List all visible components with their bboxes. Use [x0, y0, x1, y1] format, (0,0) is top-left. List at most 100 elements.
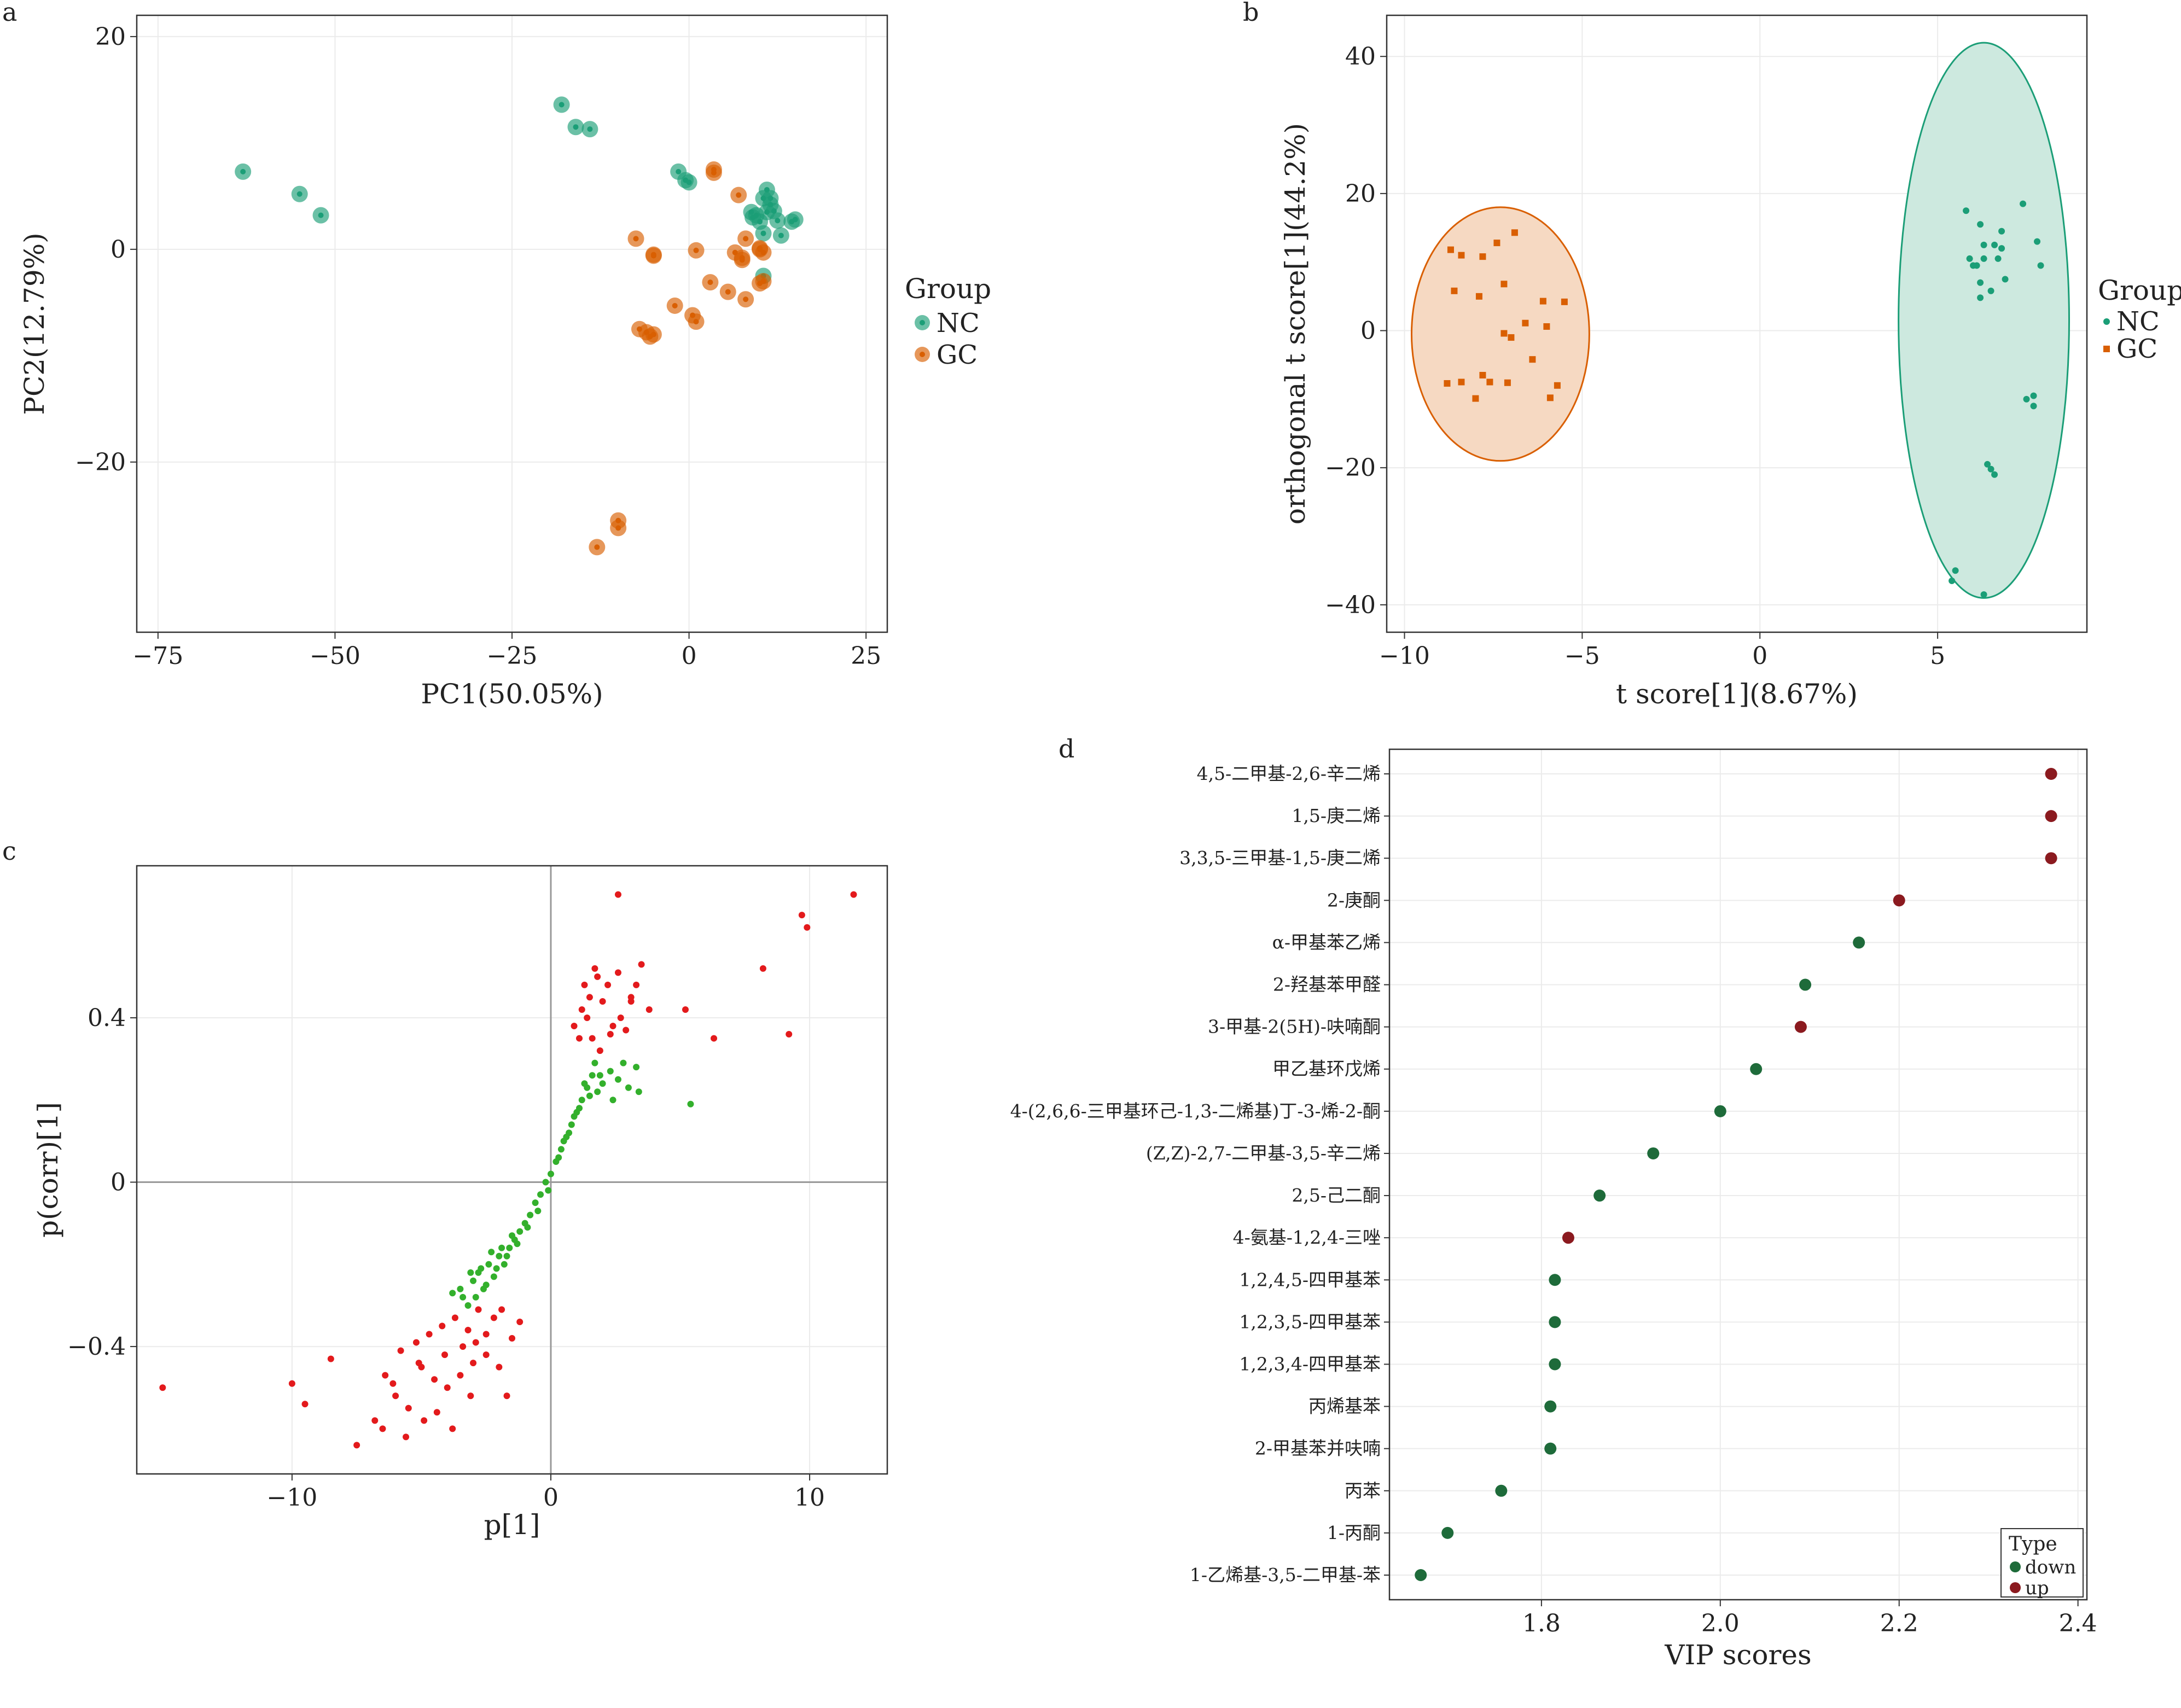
panel-a-x-axis-title: PC1(50.05%) — [421, 678, 603, 710]
panel-c-point-green — [509, 1232, 515, 1239]
panel-c-point-red — [470, 1360, 477, 1367]
panel-c-point-red — [379, 1425, 386, 1432]
panel-c-point-red — [464, 1327, 472, 1334]
panel-c-point-green — [566, 1129, 573, 1136]
panel-c-y-tick-label: 0.4 — [88, 1004, 126, 1032]
panel-a-y-axis-title: PC2(12.79%) — [19, 232, 50, 415]
panel-c-point-red — [405, 1404, 412, 1412]
panel-d-plot-background — [1389, 749, 2087, 1600]
panel-c-point-green — [578, 1097, 585, 1104]
panel-d-compound-label: 1,2,4,5-四甲基苯 — [1239, 1269, 1381, 1290]
panel-b-confidence-ellipse-nc — [1898, 42, 2071, 599]
panel-d-compound-label: 1,5-庚二烯 — [1292, 805, 1381, 826]
panel-c-point-green — [625, 1084, 632, 1091]
panel-a-point-core-nc — [240, 168, 246, 174]
panel-b-point-gc — [1543, 323, 1550, 330]
panel-b-point-nc — [1998, 228, 2005, 235]
panel-b-point-nc — [1966, 255, 1973, 262]
panel-c-point-red — [433, 1409, 440, 1416]
panel-d-vip-point-down — [1593, 1190, 1606, 1202]
panel-b-y-tick-label: −40 — [1325, 591, 1376, 619]
panel-b-point-nc — [1970, 262, 1977, 269]
panel-c-point-green — [594, 1088, 601, 1095]
panel-a-point-core-nc — [767, 195, 773, 201]
panel-b-point-nc — [1977, 221, 1984, 228]
panel-a-point-core-nc — [748, 209, 754, 215]
panel-c-point-green — [472, 1293, 479, 1301]
panel-c-point-green — [576, 1105, 583, 1112]
panel-c-point-red — [439, 1322, 446, 1330]
panel-b-x-axis-title: t score[1](8.67%) — [1616, 678, 1858, 710]
panel-b-point-gc — [1500, 330, 1508, 337]
panel-c-point-green — [503, 1252, 510, 1260]
panel-c-point-green — [467, 1269, 474, 1276]
panel-d-compound-label: 4-氨基-1,2,4-三唑 — [1233, 1227, 1381, 1248]
panel-b-point-nc — [2037, 262, 2044, 269]
panel-c-point-green — [633, 1064, 640, 1071]
panel-b-point-gc — [1447, 246, 1454, 253]
panel-a-x-tick-label: −50 — [310, 642, 360, 670]
panel-a-point-core-nc — [778, 232, 784, 238]
panel-c-point-green — [478, 1265, 485, 1272]
panel-c-point-red — [607, 1031, 614, 1038]
panel-c-point-green — [542, 1179, 549, 1186]
panel-d-compound-label: 3,3,5-三甲基-1,5-庚二烯 — [1179, 847, 1381, 868]
panel-c-point-red — [421, 1417, 428, 1424]
panel-c-point-red — [591, 965, 598, 972]
panel-a-point-core-gc — [693, 319, 699, 325]
panel-d-x-tick-label: 1.8 — [1522, 1610, 1561, 1637]
panel-d-vip-point-down — [1544, 1442, 1557, 1455]
panel-b-legend-key-gc — [2103, 346, 2110, 352]
panel-c-point-green — [568, 1121, 575, 1128]
panel-c-plot-background — [137, 866, 887, 1474]
panel-a-plot-border — [136, 14, 888, 633]
panel-a-point-core-nc — [792, 217, 798, 223]
panel-d-vip-point-down — [1544, 1400, 1557, 1413]
panel-c-point-red — [382, 1372, 389, 1379]
panel-b-y-tick-label: −20 — [1325, 454, 1376, 482]
panel-c-point-red — [327, 1355, 334, 1362]
panel-d-x-tick-label: 2.0 — [1701, 1610, 1740, 1637]
panel-d-compound-label: 3-甲基-2(5H)-呋喃酮 — [1208, 1016, 1381, 1037]
panel-a-x-tick-label: 0 — [682, 642, 697, 670]
panel-b-point-gc — [1508, 334, 1515, 341]
panel-c-x-axis-title: p[1] — [484, 1509, 540, 1541]
panel-c-point-green — [524, 1224, 531, 1231]
panel-c-point-red — [604, 981, 612, 988]
panel-c-point-red — [614, 891, 621, 898]
panel-b-letter: b — [1243, 0, 1259, 27]
panel-b-point-nc — [1949, 578, 1956, 584]
panel-c-point-green — [635, 1088, 642, 1095]
panel-b-legend-label-nc: NC — [2116, 306, 2160, 337]
panel-a-point-core-gc — [594, 544, 600, 550]
panel-b-point-gc — [1479, 372, 1486, 378]
panel-c-point-red — [786, 1031, 793, 1038]
panel-a-y-tick-label: 0 — [110, 236, 126, 264]
panel-d-vip-point-down — [1853, 936, 1865, 949]
panel-c-point-green — [614, 1076, 621, 1083]
panel-d-vip-point-down — [1495, 1484, 1508, 1497]
panel-c-point-green — [571, 1113, 578, 1120]
panel-c-point-green — [532, 1199, 539, 1206]
panel-a-letter: a — [2, 0, 17, 27]
panel-b-confidence-ellipse-gc — [1410, 206, 1590, 462]
panel-c-point-red — [503, 1392, 510, 1400]
panel-a-point-core-gc — [743, 236, 749, 242]
panel-c-point-red — [682, 1006, 689, 1013]
panel-d-compound-label: 丙苯 — [1345, 1480, 1381, 1501]
panel-c-point-green — [609, 1097, 617, 1104]
panel-b-point-nc — [1998, 245, 2005, 252]
panel-a-point-core-gc — [650, 252, 656, 258]
panel-c-point-red — [633, 981, 640, 988]
panel-b-point-gc — [1486, 378, 1493, 386]
panel-b-x-tick-label: 5 — [1930, 642, 1945, 670]
panel-a-point-core-gc — [736, 192, 742, 198]
panel-a-legend-key-core-gc — [920, 352, 925, 357]
panel-d-vip-point-up — [1562, 1232, 1574, 1244]
panel-a-point-core-nc — [771, 208, 777, 214]
panel-b-point-nc — [2030, 403, 2037, 410]
panel-a-legend-label-gc: GC — [937, 340, 978, 370]
panel-a-point-core-gc — [739, 257, 745, 263]
panel-b-point-gc — [1561, 298, 1568, 305]
panel-b-point-gc — [1511, 229, 1518, 236]
